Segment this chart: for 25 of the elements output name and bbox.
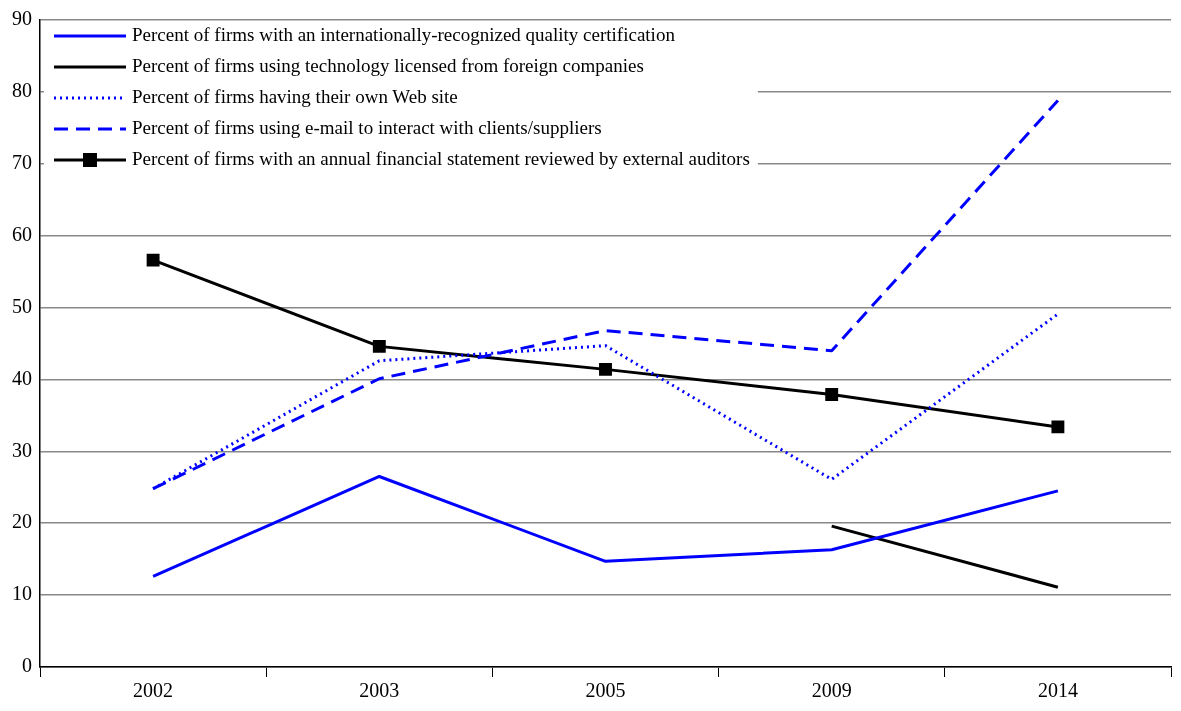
y-tick-label: 80 — [12, 79, 32, 102]
y-tick-label: 10 — [12, 582, 32, 605]
y-tick-label: 90 — [12, 7, 32, 30]
legend-label: Percent of firms using technology licensed from foreign companies — [132, 54, 644, 76]
y-tick-label: 30 — [12, 438, 32, 461]
x-tick-label: 2005 — [585, 679, 626, 702]
y-tick-label: 70 — [12, 151, 32, 174]
y-tick-label: 0 — [22, 654, 32, 677]
x-tick-label: 2009 — [811, 679, 852, 702]
legend-label: Percent of firms with an internationally-recognized quality certification — [132, 23, 676, 45]
y-tick-label: 20 — [12, 510, 32, 533]
legend-label: Percent of firms having their own Web site — [132, 85, 458, 107]
point — [372, 339, 386, 353]
y-tick-label: 60 — [12, 222, 32, 245]
x-tick-label: 2003 — [359, 679, 400, 702]
x-tick-label: 2002 — [133, 679, 174, 702]
point — [146, 253, 160, 267]
y-tick-label: 50 — [12, 294, 32, 317]
point — [1051, 420, 1065, 434]
point — [599, 362, 612, 376]
legend-label: Percent of firms with an annual financial statement reviewed by external auditors — [132, 147, 750, 169]
x-tick-label: 2014 — [1037, 679, 1078, 702]
point — [825, 388, 839, 401]
y-tick-label: 40 — [12, 366, 32, 389]
legend-label: Percent of firms using e-mail to interact with clients/suppliers — [132, 116, 602, 138]
